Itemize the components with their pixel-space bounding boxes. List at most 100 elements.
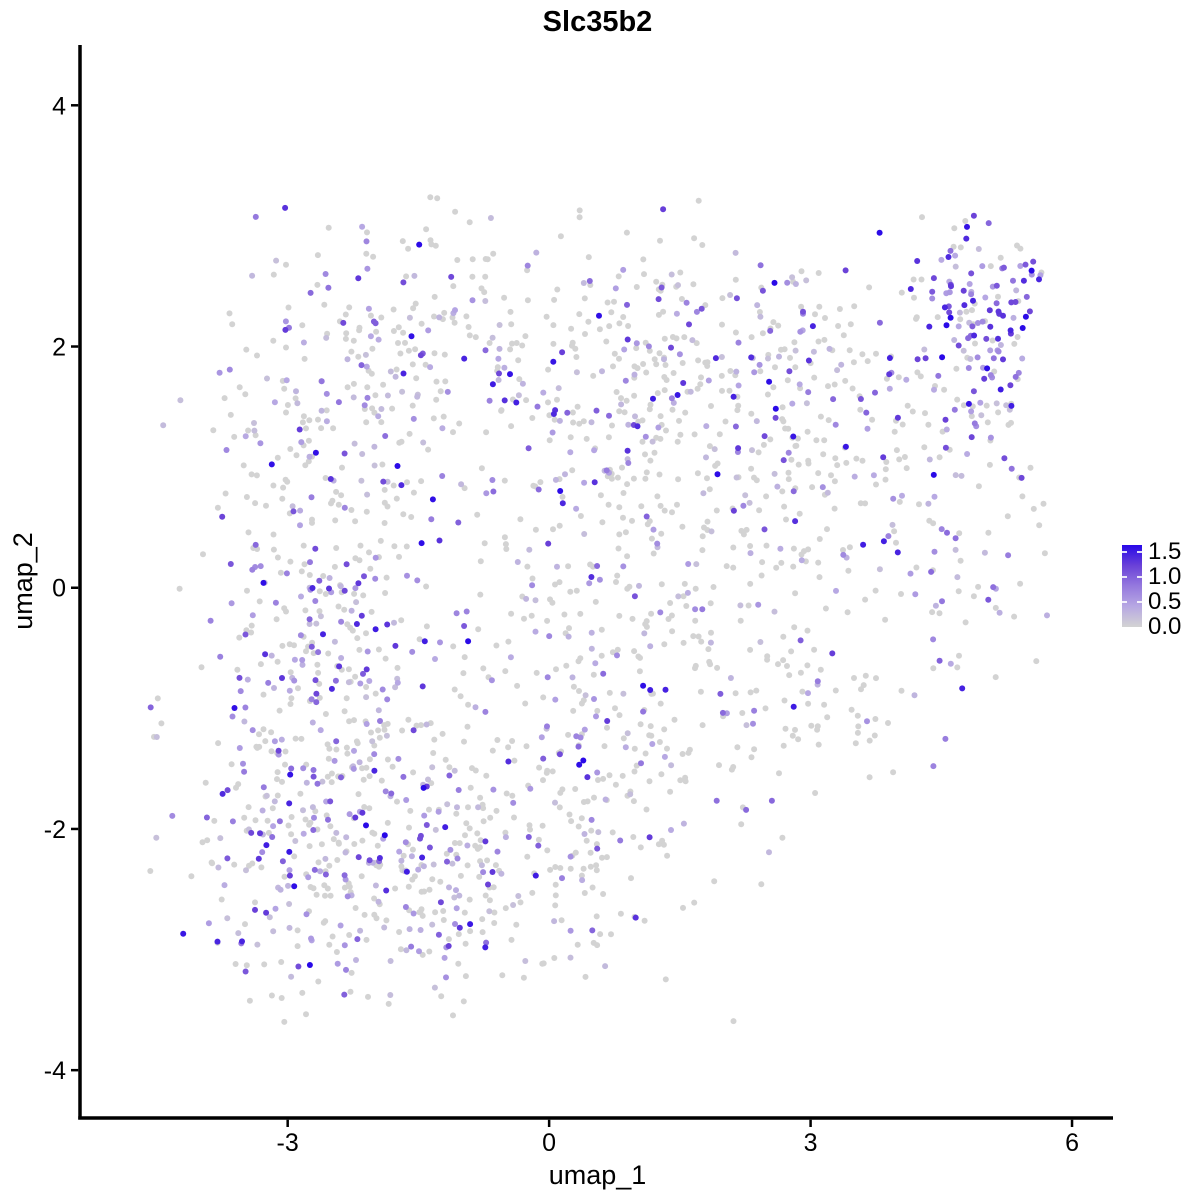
data-point xyxy=(355,353,362,360)
data-point xyxy=(364,491,371,498)
data-point xyxy=(249,272,256,279)
data-point xyxy=(669,406,676,413)
data-point xyxy=(372,575,379,582)
data-point xyxy=(718,354,725,360)
data-point xyxy=(862,596,869,603)
x-tick-label: 3 xyxy=(804,1129,818,1157)
data-point xyxy=(625,421,632,428)
data-point xyxy=(419,854,426,861)
data-point xyxy=(893,539,899,546)
data-point xyxy=(860,541,867,548)
data-point xyxy=(730,564,737,571)
data-point xyxy=(333,746,340,753)
data-point xyxy=(574,941,581,948)
data-point xyxy=(639,438,646,445)
data-point xyxy=(409,402,416,409)
data-point xyxy=(747,689,754,696)
data-point xyxy=(631,593,638,600)
data-point xyxy=(241,768,248,775)
data-point xyxy=(400,329,407,336)
data-point xyxy=(871,732,878,739)
data-point xyxy=(352,905,359,911)
data-point xyxy=(433,378,440,385)
data-point xyxy=(282,748,289,755)
data-point xyxy=(955,588,962,595)
data-point xyxy=(559,875,565,882)
data-point xyxy=(359,837,366,844)
data-point xyxy=(840,551,847,558)
data-point xyxy=(344,356,351,363)
data-point xyxy=(544,723,550,730)
data-point xyxy=(334,857,341,863)
data-point xyxy=(792,364,799,371)
data-point xyxy=(242,391,249,398)
data-point xyxy=(287,669,294,676)
data-point xyxy=(660,308,667,315)
data-point xyxy=(284,402,291,408)
data-point xyxy=(416,636,423,643)
data-point xyxy=(405,883,412,890)
data-point xyxy=(903,465,910,472)
data-point xyxy=(469,297,476,304)
data-point xyxy=(290,508,297,515)
data-point xyxy=(361,573,367,580)
data-point xyxy=(352,814,359,821)
data-point xyxy=(366,857,373,864)
data-point xyxy=(320,919,327,926)
data-point xyxy=(313,891,320,898)
data-point xyxy=(650,550,657,557)
data-point xyxy=(567,449,574,456)
data-point xyxy=(942,416,949,423)
data-point xyxy=(510,902,517,908)
data-point xyxy=(594,769,601,776)
data-point xyxy=(314,281,321,288)
data-point xyxy=(338,774,344,781)
data-point xyxy=(419,951,426,958)
data-point xyxy=(966,281,973,287)
data-point xyxy=(480,805,487,812)
data-point xyxy=(590,671,597,678)
data-point xyxy=(864,425,871,432)
data-point xyxy=(779,834,786,841)
data-point xyxy=(554,286,561,293)
data-point xyxy=(640,361,647,367)
data-point xyxy=(327,798,334,805)
data-point xyxy=(616,612,623,619)
data-point xyxy=(535,486,542,493)
data-point xyxy=(918,276,925,283)
data-point xyxy=(431,350,438,357)
data-point xyxy=(260,726,267,733)
data-point xyxy=(316,608,323,615)
data-point xyxy=(907,286,914,292)
data-point xyxy=(294,400,301,407)
data-point xyxy=(606,772,613,779)
data-point xyxy=(403,543,410,550)
data-point xyxy=(589,927,596,934)
data-point xyxy=(524,853,531,860)
data-point xyxy=(287,771,294,778)
data-point xyxy=(662,686,669,693)
data-point xyxy=(351,440,358,447)
data-point xyxy=(708,629,714,636)
data-point xyxy=(243,962,250,969)
data-point xyxy=(532,526,539,533)
data-point xyxy=(363,936,370,943)
data-point xyxy=(573,369,580,376)
data-point xyxy=(699,547,706,554)
data-point xyxy=(653,361,660,368)
data-point xyxy=(670,370,677,376)
data-point xyxy=(254,352,260,359)
data-point xyxy=(854,729,861,736)
data-point xyxy=(899,492,905,499)
data-point xyxy=(761,526,768,533)
data-point xyxy=(421,888,428,895)
data-point xyxy=(496,322,503,328)
data-point xyxy=(266,914,273,921)
data-point xyxy=(619,464,625,471)
data-point xyxy=(1022,313,1029,320)
data-point xyxy=(740,531,747,538)
data-point xyxy=(332,517,339,524)
data-point xyxy=(239,938,245,945)
data-point xyxy=(646,518,653,525)
data-point xyxy=(437,899,444,906)
